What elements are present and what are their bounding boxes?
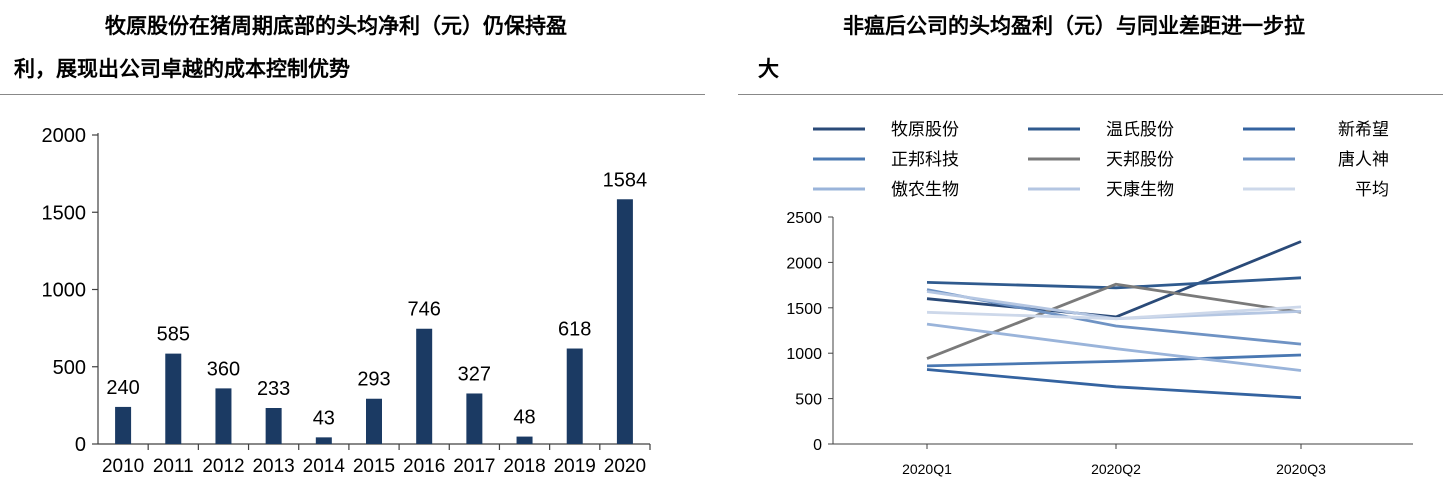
legend-label: 新希望 bbox=[1338, 120, 1389, 139]
bar-2019 bbox=[566, 348, 583, 444]
bar-y-tick-label: 2000 bbox=[42, 125, 87, 147]
bar-data-label: 233 bbox=[257, 378, 290, 400]
line-y-tick-label: 1500 bbox=[786, 301, 822, 318]
bar-data-label: 585 bbox=[157, 324, 190, 346]
bar-x-tick-label: 2018 bbox=[503, 456, 545, 477]
bar-2020 bbox=[616, 199, 633, 444]
bar-y-tick-label: 0 bbox=[75, 434, 86, 456]
bar-data-label: 293 bbox=[357, 369, 390, 391]
legend-label: 天邦股份 bbox=[1106, 150, 1174, 169]
series-line-1 bbox=[926, 240, 1302, 319]
bar-y-tick-label: 1000 bbox=[42, 280, 87, 302]
bar-2013 bbox=[265, 408, 282, 444]
bar-data-label: 360 bbox=[207, 358, 240, 380]
bar-x-tick-label: 2020 bbox=[604, 456, 646, 477]
series-line-4 bbox=[926, 353, 1302, 368]
bar-data-label: 48 bbox=[513, 407, 535, 429]
line-y-tick-label: 1000 bbox=[786, 346, 822, 363]
legend-label: 天康生物 bbox=[1106, 180, 1174, 199]
bar-2016 bbox=[416, 328, 433, 444]
bar-x-tick-label: 2013 bbox=[252, 456, 294, 477]
bar-2010 bbox=[115, 406, 132, 444]
left-title-line1: 牧原股份在猪周期底部的头均净利（元）仍保持盈 bbox=[105, 13, 567, 38]
right-title-line1: 非瘟后公司的头均盈利（元）与同业差距进一步拉 bbox=[843, 13, 1305, 38]
bar-y-tick-label: 1500 bbox=[42, 202, 87, 224]
bar-2015 bbox=[366, 398, 382, 444]
right-chart-title: 非瘟后公司的头均盈利（元）与同业差距进一步拉 大 bbox=[738, 4, 1443, 90]
left-title-divider bbox=[0, 94, 705, 95]
bar-chart: 0 500 1000 1500 2000 240 2010 585 2011 360 2012 233… bbox=[42, 125, 651, 477]
bar-y-tick-label: 500 bbox=[53, 357, 86, 379]
line-y-tick-label: 2000 bbox=[786, 255, 822, 272]
bar-data-label: 618 bbox=[558, 319, 591, 341]
line-y-tick-label: 2500 bbox=[786, 210, 822, 227]
bar-x-tick-label: 2015 bbox=[353, 456, 395, 477]
line-x-tick-label: 2020Q2 bbox=[1091, 461, 1141, 477]
bar-2018 bbox=[516, 436, 533, 444]
right-title-line2: 大 bbox=[758, 56, 779, 81]
left-chart-title: 牧原股份在猪周期底部的头均净利（元）仍保持盈 利，展现出公司卓越的成本控制优势 bbox=[0, 4, 705, 90]
bar-2017 bbox=[466, 393, 483, 444]
legend-label: 正邦科技 bbox=[891, 150, 959, 169]
bar-data-label: 43 bbox=[313, 407, 335, 429]
bar-data-label: 240 bbox=[106, 377, 139, 399]
bar-x-tick-label: 2017 bbox=[453, 456, 495, 477]
line-x-tick-label: 2020Q3 bbox=[1276, 461, 1326, 477]
bar-2014 bbox=[315, 437, 332, 444]
bar-2012 bbox=[215, 388, 232, 444]
bar-x-tick-label: 2016 bbox=[403, 456, 445, 477]
left-title-line2: 利，展现出公司卓越的成本控制优势 bbox=[14, 56, 350, 81]
series-line-9 bbox=[926, 305, 1302, 321]
bar-2011 bbox=[165, 353, 182, 444]
legend-label: 平均 bbox=[1355, 180, 1389, 199]
bar-x-tick-label: 2014 bbox=[303, 456, 346, 477]
bar-x-tick-label: 2019 bbox=[554, 456, 596, 477]
line-y-tick-label: 500 bbox=[795, 392, 822, 409]
series-line-3 bbox=[926, 368, 1302, 400]
right-title-divider bbox=[738, 94, 1443, 95]
series-line-7 bbox=[926, 322, 1302, 372]
legend-label: 傲农生物 bbox=[891, 180, 959, 199]
series-line-5 bbox=[926, 282, 1302, 360]
legend-label: 唐人神 bbox=[1338, 149, 1389, 169]
bar-data-label: 746 bbox=[407, 299, 440, 321]
line-chart: 0 500 1000 1500 2000 2500 2020Q1 2020Q2 2020Q3 牧原… bbox=[786, 120, 1413, 477]
bar-data-label: 327 bbox=[458, 363, 491, 385]
bar-x-tick-label: 2010 bbox=[102, 456, 144, 477]
line-x-tick-label: 2020Q1 bbox=[902, 461, 952, 477]
legend-label: 牧原股份 bbox=[891, 120, 959, 139]
bar-data-label: 1584 bbox=[603, 169, 648, 191]
legend-label: 温氏股份 bbox=[1106, 120, 1174, 139]
bar-x-tick-label: 2011 bbox=[153, 456, 194, 477]
bar-x-tick-label: 2012 bbox=[202, 456, 244, 477]
line-y-tick-label: 0 bbox=[813, 437, 822, 454]
series-line-2 bbox=[926, 276, 1302, 290]
